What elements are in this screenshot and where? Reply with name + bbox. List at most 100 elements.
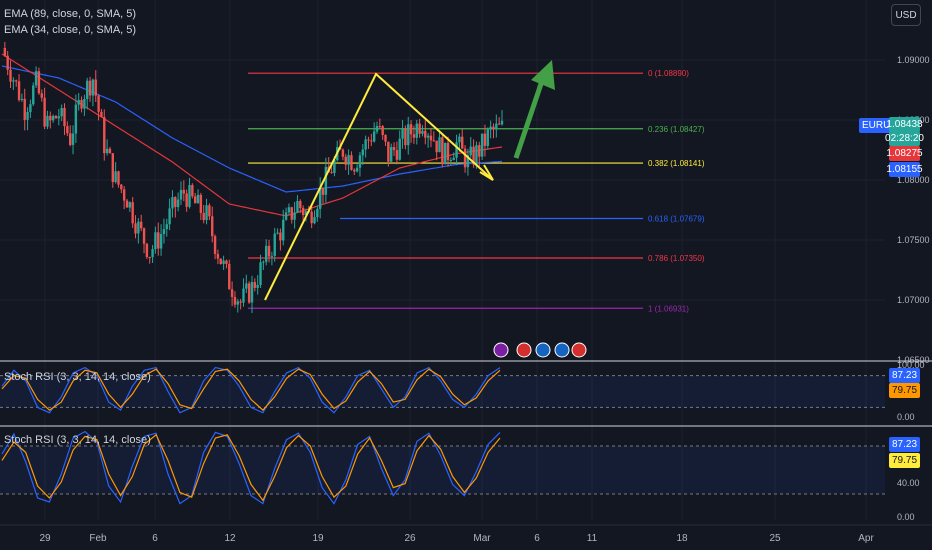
candle-body [74, 104, 78, 134]
time-tick: 29 [39, 533, 51, 544]
stoch-rsi-1-legend[interactable]: Stoch RSI (3, 3, 14, 14, close) [4, 371, 151, 383]
candle-body [316, 208, 319, 218]
candle-body [392, 147, 396, 151]
candle-body [117, 171, 120, 185]
candle-body [49, 115, 52, 121]
time-tick: 11 [587, 533, 598, 544]
candle-body [57, 116, 61, 119]
candle-body [168, 208, 171, 225]
candle-body [304, 211, 308, 216]
candle-body [418, 123, 421, 134]
stoch-axis-tick: 40.00 [897, 478, 920, 488]
candle-body [131, 202, 134, 224]
candle-body [364, 139, 367, 150]
time-tick: 6 [152, 533, 158, 544]
candle-body [208, 205, 211, 217]
candle-body [159, 234, 163, 249]
time-axis[interactable]: 29 Feb 6 12 19 26 Mar 6 11 18 25 Apr [0, 524, 932, 544]
price-tick: 1.06500 [897, 355, 930, 365]
candle-body [23, 98, 26, 120]
candle-body [111, 153, 114, 183]
price-tick: 1.07000 [897, 295, 930, 305]
candle-body [415, 123, 418, 138]
candle-body [497, 123, 501, 125]
candle-body [157, 232, 160, 249]
wave-line [264, 72, 494, 301]
candle-body [213, 236, 217, 254]
candle-body [381, 126, 384, 135]
stoch-axis-tick: 0.00 [897, 412, 915, 422]
candle-body [287, 207, 291, 213]
candle-body [296, 200, 299, 213]
candle-body [182, 189, 186, 194]
candle-body [176, 199, 180, 208]
candle-body [282, 219, 285, 241]
candle-body [29, 104, 32, 113]
candle-body [318, 187, 322, 209]
candle-body [162, 229, 166, 235]
candle-body [265, 245, 268, 262]
stoch-d-line [1, 433, 501, 502]
candle-body [452, 157, 455, 161]
candle-body [330, 172, 333, 174]
annotations[interactable] [264, 60, 587, 358]
candle-body [51, 115, 55, 121]
candle-body [83, 99, 86, 109]
candle-body [216, 253, 220, 259]
economic-event-icon [493, 342, 509, 358]
candle-body [486, 129, 489, 146]
stoch-band [0, 375, 885, 408]
wave-arrowhead [479, 164, 494, 181]
candle-body [301, 207, 305, 216]
fib-level-label: 0.786 (1.07350) [648, 254, 705, 263]
candle-body [60, 107, 63, 117]
candle-body [401, 128, 404, 139]
candle-body [267, 245, 271, 257]
candle-body [421, 130, 424, 134]
currency-button[interactable]: USD [891, 4, 921, 26]
candle-body [390, 147, 393, 162]
stoch1-k-tag: 87.23 [889, 368, 920, 383]
ema89-legend[interactable]: EMA (89, close, 0, SMA, 5) [4, 8, 137, 20]
candle-body [236, 301, 239, 305]
candle-body [88, 80, 92, 96]
candle-body [137, 221, 140, 234]
candle-body [37, 71, 41, 94]
candle-body [313, 217, 316, 224]
candle-body [77, 99, 80, 105]
candle-body [230, 289, 234, 297]
candle-body [114, 171, 117, 183]
candle-body [222, 260, 225, 264]
candle-body [409, 124, 413, 135]
stoch-k-line [1, 430, 501, 505]
price-axis[interactable]: 1.090001.085001.080001.075001.070001.065… [897, 55, 930, 365]
stoch-rsi-2-legend[interactable]: Stoch RSI (3, 3, 14, 14, close) [4, 434, 151, 446]
candle-body [472, 146, 475, 165]
fib-level-label: 0 (1.08890) [648, 69, 689, 78]
candle-body [205, 205, 208, 221]
candle-body [461, 136, 464, 149]
candle-body [202, 212, 205, 221]
candle-body [40, 93, 43, 98]
fibonacci-retracement[interactable]: 0 (1.08890) 0.236 (1.08427) 0.382 (1.08141… [248, 69, 705, 313]
candle-body [12, 80, 15, 82]
candle-body [384, 134, 387, 142]
candle-body [344, 156, 347, 165]
candle-body [165, 224, 168, 230]
projection-arrow-head [531, 60, 555, 90]
candle-body [63, 107, 66, 127]
candle-body [94, 79, 97, 96]
candle-body [239, 301, 242, 303]
candle-body [333, 160, 336, 174]
candle-body [407, 124, 410, 146]
candle-body [171, 197, 174, 209]
candle-body [483, 133, 487, 146]
ema34-legend[interactable]: EMA (34, close, 0, SMA, 5) [4, 24, 137, 36]
candle-body [91, 79, 95, 96]
candle-body [66, 126, 69, 134]
candle-body [259, 262, 262, 285]
candle-body [341, 149, 345, 157]
candle-body [219, 258, 222, 264]
fib-level-label: 0.382 (1.08141) [648, 159, 705, 168]
